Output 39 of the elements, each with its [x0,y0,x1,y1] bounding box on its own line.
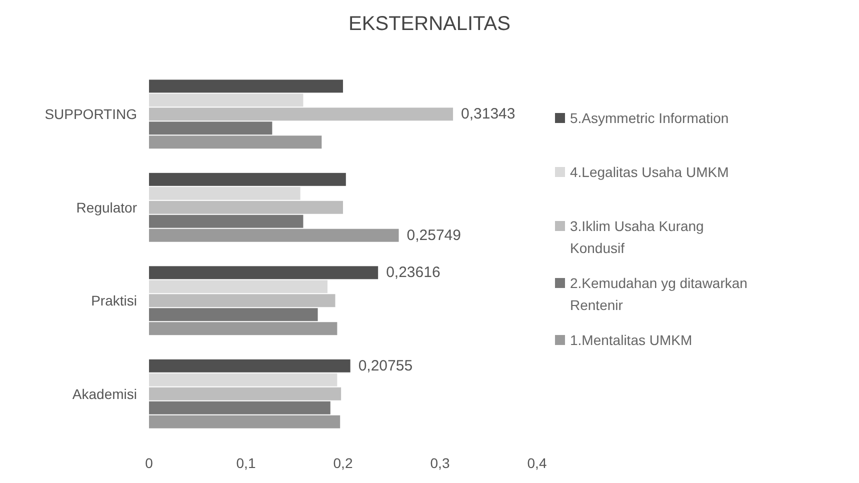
bar [149,280,328,294]
bar [149,136,322,149]
x-tick-label: 0,1 [236,455,256,471]
bar [149,401,330,414]
legend-label: 1.Mentalitas UMKM [570,332,692,348]
bar [149,322,338,336]
bar [149,186,300,200]
data-label: 0,23616 [386,264,440,282]
bar [149,108,454,121]
data-label: 0,25749 [406,226,461,244]
bar [149,94,304,107]
bar [149,415,340,428]
chart-title: EKSTERNALITAS [348,13,510,35]
y-tick-label: Praktisi [91,292,137,309]
legend-label: 4.Legalitas Usaha UMKM [570,164,729,180]
bar [149,200,343,214]
legend-label: 2.Kemudahan yg ditawarkan Rentenir [570,275,748,313]
x-tick-label: 0,4 [527,455,547,471]
x-tick-label: 0,3 [430,455,450,471]
bar [149,266,378,280]
y-tick-label: Akademisi [72,386,137,402]
y-tick-label: SUPPORTING [44,106,137,122]
bar [149,373,338,386]
data-label: 0,20755 [358,357,413,374]
x-tick-label: 0 [145,455,154,471]
bar [149,228,399,242]
bar [149,172,346,186]
bar [149,308,318,322]
bar [149,80,343,93]
legend-label: 3.Iklim Usaha Kurang Kondusif [570,218,704,256]
bar [149,359,350,372]
data-label: 0,31343 [461,106,516,123]
bar [149,122,272,135]
x-tick-label: 0,2 [333,455,353,471]
legend-label: 5.Asymmetric Information [570,110,729,126]
bar [149,387,342,400]
y-tick-label: Regulator [76,199,138,216]
bar [149,214,304,228]
bar [149,294,336,308]
